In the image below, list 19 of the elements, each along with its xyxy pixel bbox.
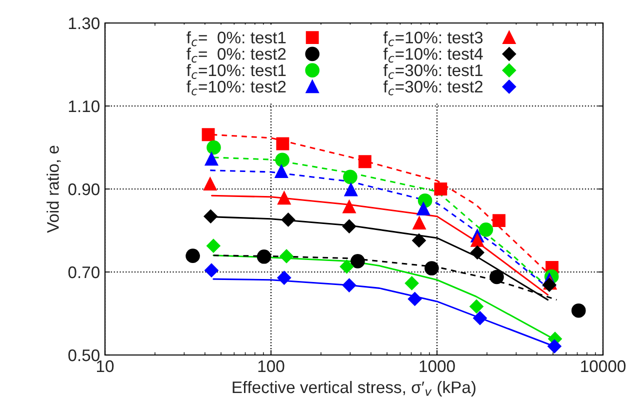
y-axis-title: Void ratio, e bbox=[46, 146, 61, 233]
legend-label: f$_{c}$=30%: test1 bbox=[383, 64, 482, 79]
y-tick-label: 0.70 bbox=[68, 266, 100, 278]
y-tick-label: 1.30 bbox=[68, 17, 100, 30]
x-tick-label: 100 bbox=[258, 360, 284, 372]
legend-label: f$_{c}$=10%: test2 bbox=[186, 80, 286, 96]
y-tick-label: 0.50 bbox=[68, 349, 100, 362]
y-tick-label: 0.90 bbox=[68, 183, 100, 196]
legend-label: f$_{c}$=10%: test4 bbox=[383, 48, 483, 63]
x-tick-label: 1000 bbox=[420, 360, 455, 372]
x-tick-label: 10 bbox=[97, 360, 114, 372]
legend-label: f$_{c}$= 0%: test2 bbox=[186, 48, 286, 63]
x-axis-title: Effective vertical stress, σ′$_{v}$ (kPa) bbox=[232, 380, 476, 396]
legend-label: f$_{c}$=10%: test1 bbox=[186, 64, 286, 79]
legend-label: f$_{c}$=10%: test3 bbox=[383, 31, 483, 46]
x-tick-label: 10000 bbox=[581, 360, 626, 372]
legend-label: f$_{c}$= 0%: test1 bbox=[186, 31, 286, 46]
y-tick-label: 1.10 bbox=[68, 100, 100, 112]
legend-label: f$_{c}$=30%: test2 bbox=[383, 80, 482, 96]
